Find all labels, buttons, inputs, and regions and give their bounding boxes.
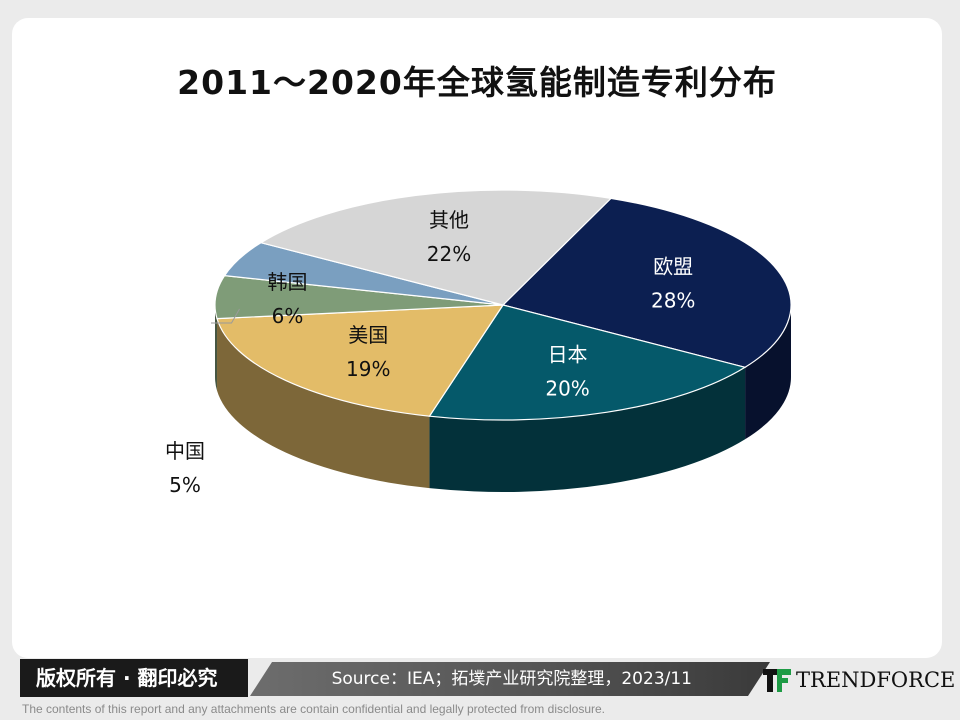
slice-label-美国: 美国 (348, 323, 388, 347)
pie-side-欧盟 (745, 305, 792, 440)
pie-slice-日本 (428, 304, 747, 421)
pie-slice-美国 (216, 304, 505, 417)
pie-side-日本 (429, 367, 746, 493)
trendforce-logo-text: TRENDFORCE (796, 668, 956, 692)
pie-side-韩国 (215, 305, 218, 391)
slice-value-日本: 20% (545, 376, 589, 400)
source-note: Source：IEA；拓墣产业研究院整理，2023/11 (250, 662, 770, 696)
slice-label-中国: 中国 (165, 439, 205, 463)
slice-label-日本: 日本 (548, 342, 588, 366)
copyright-notice: 版权所有 · 翻印必究 (20, 659, 248, 697)
trendforce-logo-icon (763, 669, 791, 692)
slice-label-欧盟: 欧盟 (653, 254, 693, 278)
leader-line-中国 (211, 308, 240, 324)
slice-label-韩国: 韩国 (268, 270, 308, 294)
pie-slice-欧盟 (501, 197, 792, 368)
pie-slice-其他 (259, 189, 613, 306)
chart-title: 2011～2020年全球氢能制造专利分布 (177, 63, 777, 102)
slice-value-其他: 22% (427, 242, 471, 266)
slice-value-韩国: 6% (272, 304, 304, 328)
slice-label-其他: 其他 (429, 208, 469, 232)
trendforce-logo: TRENDFORCE (762, 664, 955, 696)
slice-value-欧盟: 28% (651, 288, 695, 312)
slice-value-中国: 5% (169, 473, 201, 497)
pie-side-美国 (217, 318, 430, 489)
disclaimer: The contents of this report and any atta… (22, 702, 605, 716)
slice-value-美国: 19% (346, 357, 390, 381)
